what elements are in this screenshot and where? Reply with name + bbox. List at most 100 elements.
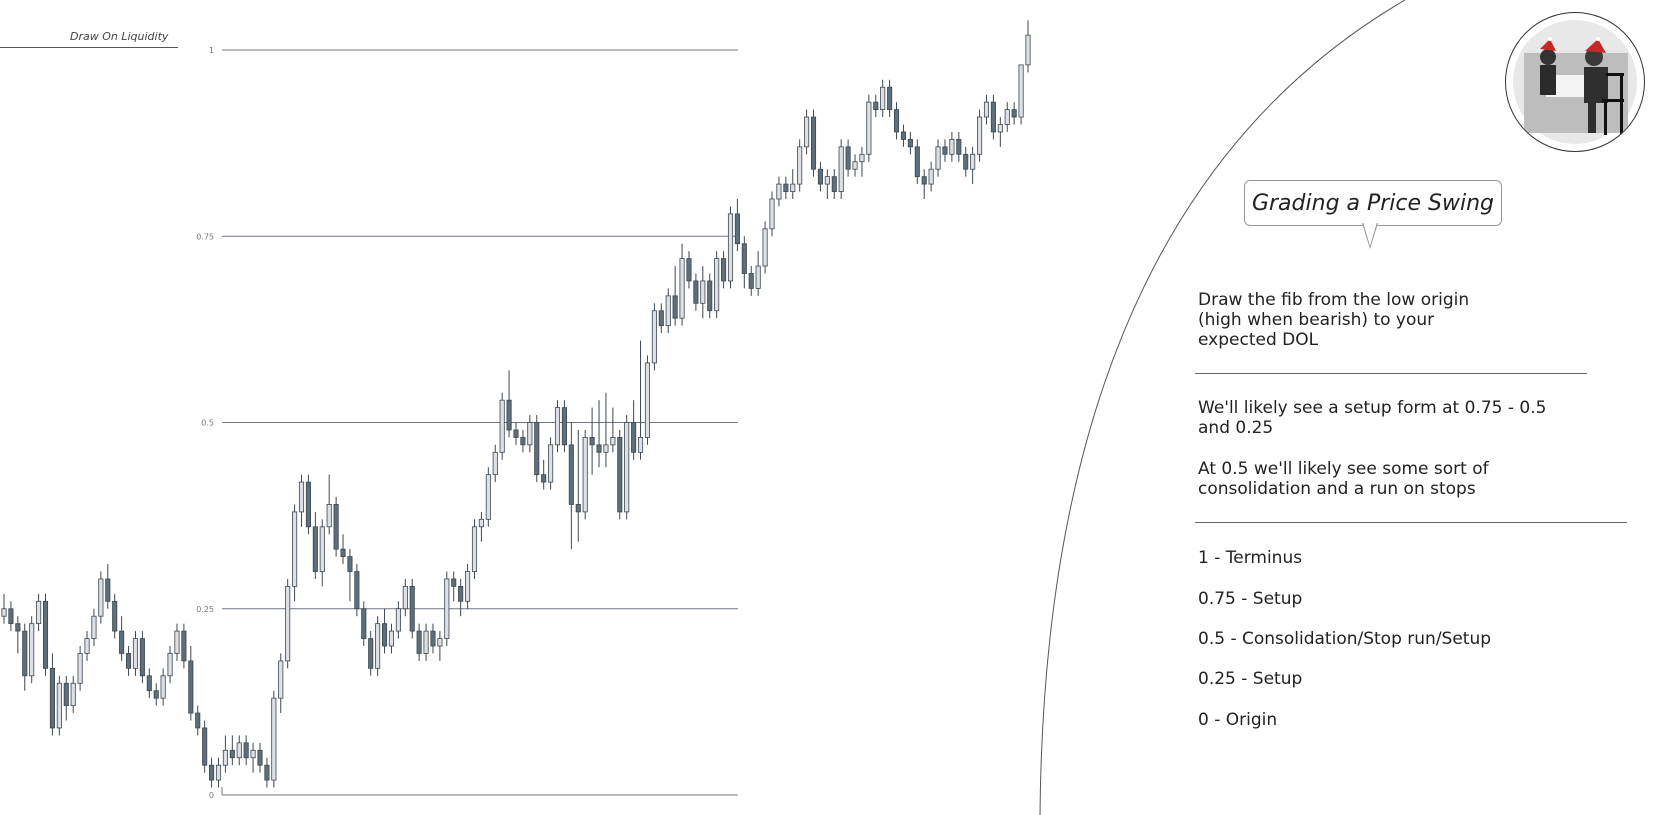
candle (250, 742, 256, 773)
candle-body (49, 667, 55, 729)
candle-body (278, 660, 284, 699)
candle (520, 429, 526, 453)
candle-body (644, 362, 651, 438)
candle-body (776, 183, 782, 200)
candle (49, 653, 55, 736)
candle-body (762, 228, 768, 267)
candle-body (305, 481, 311, 528)
candle-body (257, 749, 263, 766)
candle (790, 169, 796, 199)
candle (665, 288, 671, 334)
candle (741, 236, 747, 289)
candles (1, 20, 1031, 788)
candle-body (1, 608, 7, 617)
fib-label-2: 0.5 (201, 419, 214, 428)
candle (783, 176, 789, 199)
candle-body (887, 86, 893, 111)
candle (1004, 102, 1010, 132)
candle (721, 251, 727, 289)
candle (56, 675, 62, 736)
candle (257, 742, 263, 773)
divider-2 (1195, 522, 1627, 523)
curved-divider (1039, 0, 1406, 815)
candle (471, 519, 478, 579)
candle (409, 578, 415, 639)
candle-body (575, 504, 581, 513)
candle-body (416, 630, 422, 654)
candle-body (561, 407, 567, 446)
candle (838, 139, 844, 199)
dol-label: Draw On Liquidity (70, 30, 169, 43)
candle (762, 221, 768, 274)
candle-body (98, 578, 104, 617)
candle (478, 511, 484, 542)
candle (444, 571, 450, 646)
candle (693, 273, 699, 311)
candle (125, 646, 132, 676)
fib-label-1: 0.75 (196, 232, 214, 241)
candle (492, 444, 498, 483)
candle-body (997, 124, 1003, 133)
candle (229, 735, 235, 766)
candle-body (956, 138, 962, 155)
candle-body (880, 86, 886, 111)
candle (105, 564, 111, 609)
candle-body (77, 653, 83, 684)
candle (582, 429, 588, 520)
candle (63, 675, 69, 721)
candle-body (485, 474, 491, 520)
candle-body (188, 660, 194, 714)
candle (887, 79, 893, 118)
candle (181, 623, 187, 669)
candle (437, 631, 443, 661)
candle (8, 601, 14, 632)
candle (624, 415, 630, 520)
candle (22, 623, 28, 691)
candle-body (271, 697, 277, 781)
bubble-tail-fill (1363, 222, 1377, 246)
candle-body (893, 109, 900, 133)
candle-body (804, 116, 810, 148)
candle (465, 564, 471, 609)
candle (243, 735, 249, 766)
candle-body (527, 422, 533, 446)
candle (956, 131, 962, 162)
candle-body (160, 675, 166, 699)
candle (319, 519, 325, 587)
candle (575, 429, 581, 542)
candle-body (112, 600, 118, 632)
candle-body (755, 265, 761, 289)
candle-body (714, 258, 720, 312)
candle-body (119, 630, 125, 654)
candle (734, 199, 740, 252)
candle (914, 139, 920, 185)
candle-body (686, 258, 692, 282)
candle-body (492, 451, 498, 476)
candle-body (942, 146, 948, 155)
candle (298, 474, 305, 527)
candle-body (465, 571, 471, 602)
candle (797, 139, 803, 192)
candle-body (797, 146, 803, 185)
candle (658, 303, 664, 334)
candle (451, 571, 457, 602)
candle (672, 266, 678, 326)
candle-body (900, 131, 907, 140)
candle-body (624, 422, 630, 513)
candle (859, 146, 865, 177)
candle (15, 616, 21, 654)
candle-body (319, 526, 325, 572)
candle (264, 757, 270, 788)
candle-body (292, 511, 298, 587)
candle-body (977, 116, 983, 155)
candle (333, 497, 339, 557)
candle-body (534, 422, 540, 476)
candle-body (741, 243, 747, 274)
candle-body (693, 280, 699, 304)
candle (804, 109, 810, 155)
candle-body (430, 630, 436, 647)
candle-body (229, 749, 235, 759)
candle-body (105, 578, 111, 602)
candle-body (1011, 109, 1017, 118)
candle (907, 131, 913, 155)
